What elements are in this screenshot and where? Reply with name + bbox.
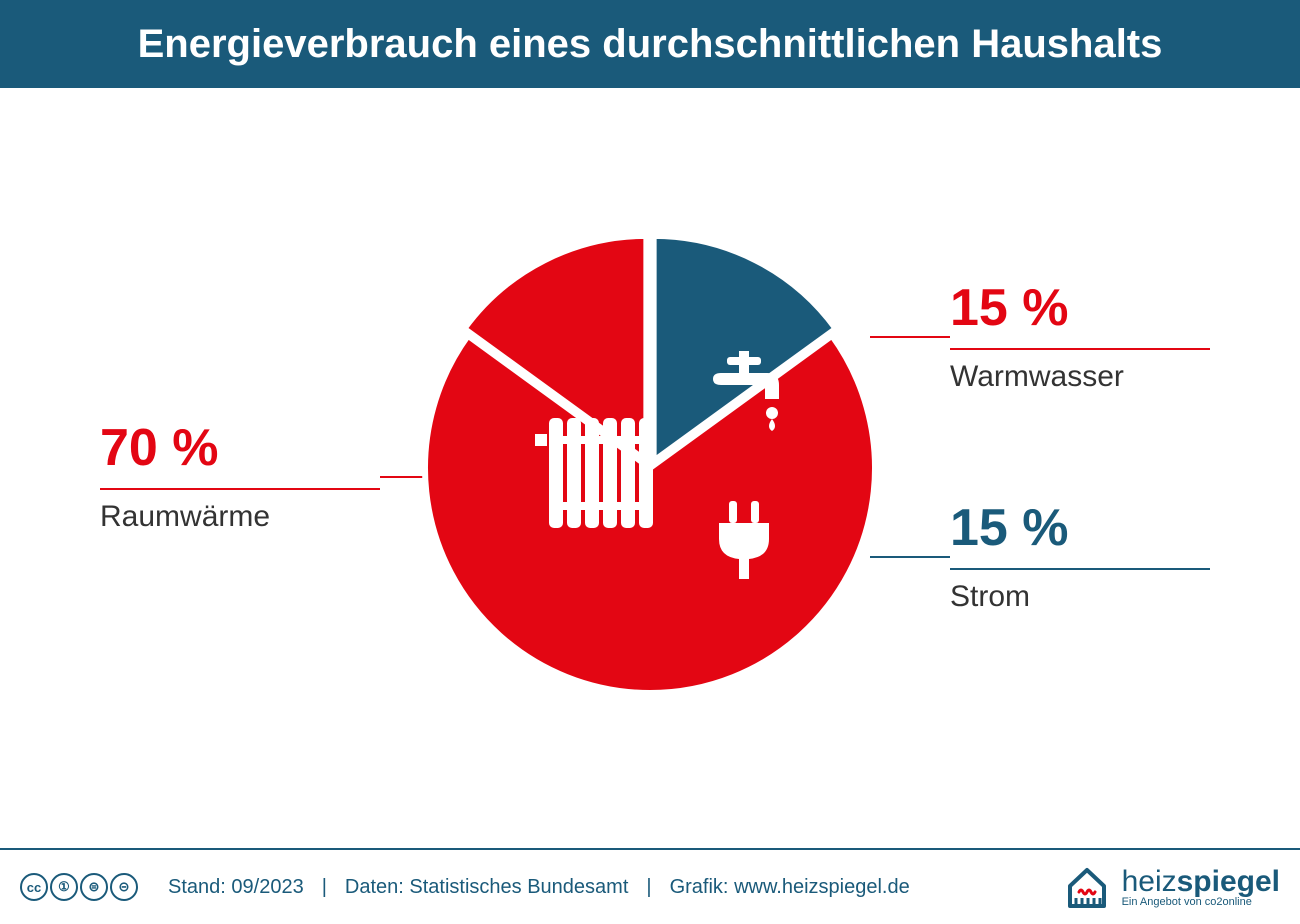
house-icon	[1062, 862, 1112, 912]
label-strom: 15 % Strom	[950, 498, 1210, 614]
underline-warmwasser	[950, 348, 1210, 350]
brand-text: heizspiegel Ein Angebot von co2online	[1122, 867, 1280, 908]
cc-icon: cc	[20, 873, 48, 901]
chart-area: 70 % Raumwärme 15 % Warmwasser 15 % Stro…	[20, 88, 1280, 848]
stand-value: 09/2023	[231, 876, 303, 899]
nc-icon: ⊜	[80, 873, 108, 901]
nd-icon: ⊝	[110, 873, 138, 901]
daten-label: Daten:	[345, 876, 404, 899]
daten-value: Statistisches Bundesamt	[409, 876, 628, 899]
pie-chart	[425, 243, 875, 693]
page-title: Energieverbrauch eines durchschnittliche…	[138, 22, 1163, 67]
category-raumwaerme: Raumwärme	[100, 500, 380, 534]
category-strom: Strom	[950, 580, 1210, 614]
footer: cc ① ⊜ ⊝ Stand: 09/2023 | Daten: Statist…	[0, 848, 1300, 924]
brand-name-bold: spiegel	[1177, 865, 1280, 898]
stand-label: Stand:	[168, 876, 226, 899]
leader-strom	[870, 556, 950, 558]
brand-logo: heizspiegel Ein Angebot von co2online	[1062, 862, 1280, 912]
label-warmwasser: 15 % Warmwasser	[950, 278, 1210, 394]
brand-sub: Ein Angebot von co2online	[1122, 897, 1280, 908]
separator: |	[646, 876, 651, 899]
brand-name-light: heiz	[1122, 865, 1177, 898]
percent-raumwaerme: 70 %	[100, 418, 219, 484]
cc-license-icons: cc ① ⊜ ⊝	[20, 873, 138, 901]
by-icon: ①	[50, 873, 78, 901]
percent-strom: 15 %	[950, 498, 1069, 564]
category-warmwasser: Warmwasser	[950, 360, 1210, 394]
underline-strom	[950, 568, 1210, 570]
header: Energieverbrauch eines durchschnittliche…	[0, 0, 1300, 88]
underline-raumwaerme	[100, 488, 380, 490]
percent-warmwasser: 15 %	[950, 278, 1069, 344]
grafik-label: Grafik:	[670, 876, 729, 899]
grafik-value: www.heizspiegel.de	[734, 876, 910, 899]
separator: |	[322, 876, 327, 899]
leader-warmwasser	[870, 336, 950, 338]
label-raumwaerme: 70 % Raumwärme	[100, 418, 380, 534]
